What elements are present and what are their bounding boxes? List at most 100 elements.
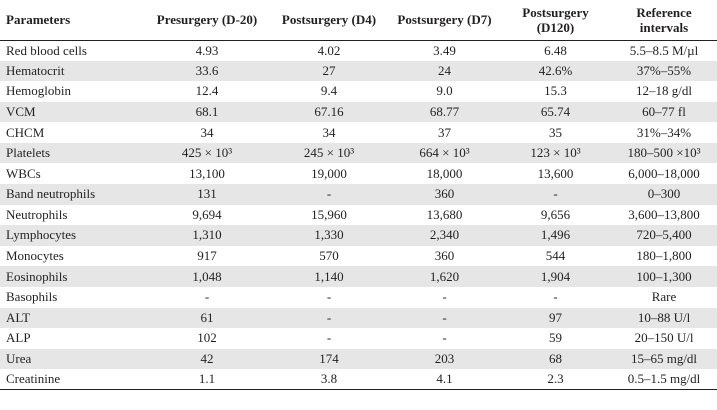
cell-presurgery-d-20: 102	[197, 330, 217, 346]
cell-parameter: Hematocrit	[6, 62, 65, 78]
cell-parameter: Band neutrophils	[6, 186, 96, 202]
cell-reference-interval: 180–1,800	[636, 248, 692, 264]
cell-reference-interval: 3,600–13,800	[628, 206, 700, 222]
cell-parameter: Neutrophils	[6, 206, 68, 222]
cell-reference-interval: 60–77 fl	[642, 104, 686, 120]
cell-postsurgery-d7: 360	[434, 248, 455, 264]
table-row: Monocytes 917 570 360 544 180–1,800	[0, 246, 717, 267]
cell-postsurgery-d120: 13,600	[537, 165, 574, 181]
cell-postsurgery-d7: 9.0	[436, 83, 453, 99]
cell-postsurgery-d120: 1,496	[540, 227, 571, 243]
cell-postsurgery-d120: 9,656	[540, 206, 571, 222]
cell-presurgery-d-20: 1.1	[145, 369, 269, 391]
cell-reference-interval: 20–150 U/l	[634, 330, 694, 346]
cell-postsurgery-d7: -	[442, 330, 447, 346]
cell-presurgery-d-20: 42	[200, 350, 214, 366]
table-row: Platelets 425 × 10³ 245 × 10³ 664 × 10³ 123 …	[0, 142, 717, 164]
cell-postsurgery-d7: -	[442, 289, 447, 305]
cell-postsurgery-d120: 35	[549, 124, 562, 140]
cell-parameter: Red blood cells	[6, 42, 87, 58]
table-row: CHCM 34 34 37 35 31%–34%	[0, 122, 717, 143]
cell-presurgery-d-20: 61	[200, 309, 214, 325]
cell-postsurgery-d7: 203	[434, 350, 455, 366]
cell-reference-interval: Rare	[651, 289, 677, 305]
cell-postsurgery-d4: 27	[322, 62, 336, 78]
cell-presurgery-d-20: 131	[197, 186, 217, 202]
table-row: VCM 68.1 67.16 68.77 65.74 60–77 fl	[0, 101, 717, 123]
cell-presurgery-d-20: 4.93	[195, 42, 219, 58]
table-row: Urea 42 174 203 68 15–65 mg/dl	[0, 348, 717, 370]
cell-reference-interval: 37%–55%	[636, 62, 692, 78]
table-row: Neutrophils 9,694 15,960 13,680 9,656 3,600–1…	[0, 205, 717, 226]
cell-reference-interval: 5.5–8.5 M/µl	[629, 42, 699, 58]
cell-postsurgery-d4: 15,960	[311, 206, 347, 222]
cell-reference-interval: 31%–34%	[636, 124, 692, 140]
table-row: WBCs 13,100 19,000 18,000 13,600 6,000–18,000	[0, 163, 717, 184]
cell-postsurgery-d4: 19,000	[311, 165, 347, 181]
cell-postsurgery-d4: 34	[322, 124, 336, 140]
cell-parameter: WBCs	[6, 165, 41, 181]
table-row: Red blood cells 4.93 4.02 3.49 6.48 5.5–8.5 M…	[0, 40, 717, 61]
cell-presurgery-d-20: 34	[200, 124, 214, 140]
cell-parameter: Platelets	[6, 145, 51, 161]
cell-postsurgery-d4: 174	[319, 350, 339, 366]
cell-postsurgery-d120: 65.74	[540, 104, 571, 120]
table-header: Parameters Presurgery (D-20) Postsurgery…	[0, 0, 717, 41]
cell-postsurgery-d7: 1,620	[429, 268, 460, 284]
cell-reference-interval: 0.5–1.5 mg/dl	[611, 369, 717, 391]
cell-postsurgery-d4: 4.02	[317, 42, 341, 58]
cell-postsurgery-d4: 9.4	[320, 83, 338, 99]
header-row: Parameters Presurgery (D-20) Postsurgery…	[0, 0, 717, 41]
cell-postsurgery-d4: 3.8	[269, 369, 389, 391]
cell-postsurgery-d4: -	[326, 186, 332, 202]
header-reference-intervals: Reference intervals	[611, 0, 717, 41]
cell-postsurgery-d120: 544	[545, 248, 566, 264]
table-row: ALT 61 - - 97 10–88 U/l	[0, 307, 717, 329]
cell-parameter: Hemoglobin	[6, 83, 71, 99]
cell-parameter: ALP	[6, 330, 31, 346]
cell-postsurgery-d120: -	[553, 186, 558, 202]
table-row: Hemoglobin 12.4 9.4 9.0 15.3 12–18 g/dl	[0, 81, 717, 102]
cell-postsurgery-d7: 3.49	[433, 42, 456, 58]
cell-postsurgery-d120: 1,904	[540, 268, 571, 284]
table-body: Red blood cells 4.93 4.02 3.49 6.48 5.5–8.5 M…	[0, 40, 717, 391]
header-postsurgery-d7: Postsurgery (D7)	[389, 0, 500, 41]
cell-postsurgery-d7: 13,680	[426, 206, 463, 222]
cell-presurgery-d-20: 68.1	[195, 104, 219, 120]
cell-presurgery-d-20: 13,100	[189, 165, 225, 181]
cell-parameter: CHCM	[6, 124, 45, 140]
cell-postsurgery-d7: 360	[434, 186, 455, 202]
cell-reference-interval: 6,000–18,000	[628, 165, 700, 181]
cell-postsurgery-d4: -	[326, 330, 332, 346]
header-postsurgery-d4: Postsurgery (D4)	[269, 0, 389, 41]
cell-postsurgery-d7: 37	[438, 124, 451, 140]
cell-presurgery-d-20: 9,694	[192, 206, 222, 222]
cell-reference-interval: 720–5,400	[636, 227, 692, 243]
table-row: Creatinine 1.1 3.8 4.1 2.3 0.5–1.5 mg/dl	[0, 369, 717, 391]
cell-postsurgery-d120: 123 × 10³	[530, 145, 581, 161]
cell-postsurgery-d120: 42.6%	[538, 62, 573, 78]
cell-postsurgery-d120: 6.48	[544, 42, 567, 58]
cell-postsurgery-d7: 2,340	[429, 227, 460, 243]
cell-presurgery-d-20: 1,048	[192, 268, 222, 284]
table-row: ALP 102 - - 59 20–150 U/l	[0, 328, 717, 349]
cell-presurgery-d-20: 917	[197, 248, 217, 264]
cell-reference-interval: 180–500 ×10³	[627, 145, 701, 161]
cell-postsurgery-d4: 245 × 10³	[303, 145, 355, 161]
cell-reference-interval: 12–18 g/dl	[636, 83, 692, 99]
cell-presurgery-d-20: 1,310	[192, 227, 222, 243]
cell-reference-interval: 100–1,300	[636, 268, 692, 284]
cell-postsurgery-d120: 59	[549, 330, 562, 346]
cell-reference-interval: 10–88 U/l	[637, 309, 691, 325]
table-row: Lymphocytes 1,310 1,330 2,340 1,496 720–5,400	[0, 225, 717, 246]
cell-reference-interval: 0–300	[647, 186, 681, 202]
cell-reference-interval: 15–65 mg/dl	[630, 350, 698, 366]
cell-parameter: Eosinophils	[6, 268, 68, 284]
cell-postsurgery-d7: 68.77	[429, 104, 460, 120]
cell-postsurgery-d4: -	[326, 289, 332, 305]
cell-postsurgery-d4: 570	[319, 248, 339, 264]
cell-postsurgery-d120: 97	[549, 309, 562, 325]
cell-parameter: Basophils	[6, 289, 58, 305]
cell-postsurgery-d120: 2.3	[500, 369, 611, 391]
table-row: Band neutrophils 131 - 360 - 0–300	[0, 184, 717, 205]
